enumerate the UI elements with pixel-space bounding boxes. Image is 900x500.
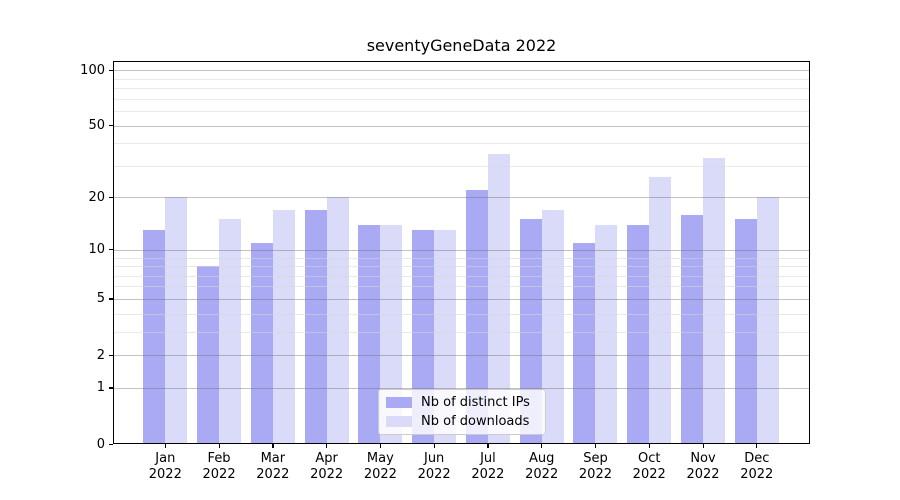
y-axis-tick (109, 196, 113, 199)
y-axis-tick (109, 354, 113, 356)
legend-label-downloads: Nb of downloads (421, 414, 530, 429)
x-axis-tick (594, 444, 597, 448)
y-axis-tick-label: 20 (88, 189, 105, 205)
bar-downloads-jul (487, 153, 510, 444)
x-axis-tick-label: Feb 2022 (202, 451, 236, 482)
x-axis-tick-label: May 2022 (363, 451, 397, 482)
x-axis-tick-label: Aug 2022 (525, 451, 559, 482)
y-axis-tick (109, 443, 113, 445)
legend: Nb of distinct IPs Nb of downloads (378, 389, 546, 435)
bar-downloads-nov (703, 158, 725, 444)
x-axis-tick (379, 444, 382, 448)
x-axis-tick (487, 444, 489, 448)
x-axis-tick (702, 444, 704, 448)
x-axis-tick (218, 444, 220, 448)
bar-ips-feb (197, 266, 220, 444)
x-axis-tick-label: Jun 2022 (417, 451, 451, 482)
x-axis-tick-label: Nov 2022 (686, 451, 720, 482)
gridline-major (113, 197, 810, 199)
chart-title: seventyGeneData 2022 (366, 36, 557, 55)
x-axis-tick-label: Sep 2022 (578, 451, 612, 482)
x-axis-tick-label: Mar 2022 (256, 451, 290, 482)
bar-downloads-sep (595, 224, 618, 444)
bar-ips-apr (304, 209, 327, 444)
gridline-major (113, 125, 810, 127)
gridline-major (113, 70, 810, 72)
bar-ips-mar (250, 242, 273, 444)
x-axis-tick (541, 444, 543, 448)
bar-downloads-jan (165, 197, 188, 444)
y-axis-tick-label: 1 (96, 380, 105, 396)
gridline-minor (113, 143, 810, 145)
x-axis-tick (756, 444, 758, 448)
y-axis-tick-label: 100 (80, 62, 105, 78)
legend-label-distinct-ips: Nb of distinct IPs (421, 395, 530, 410)
bar-downloads-apr (326, 197, 349, 444)
y-axis-tick (109, 249, 113, 251)
y-axis-tick-label: 5 (96, 291, 105, 307)
gridline-major (113, 249, 810, 251)
gridline-minor (113, 78, 810, 80)
gridline-minor (113, 275, 810, 277)
gridline-minor (113, 266, 810, 267)
bar-ips-sep (573, 242, 596, 444)
y-axis-tick-label: 50 (88, 118, 105, 134)
bar-ips-jan (143, 230, 166, 444)
x-axis-tick-label: Jan 2022 (148, 451, 182, 482)
bar-downloads-mar (272, 209, 295, 444)
x-axis-tick-label: Dec 2022 (740, 451, 774, 482)
x-axis-tick (164, 444, 166, 448)
y-axis-tick (109, 125, 113, 127)
y-axis-tick (109, 69, 113, 71)
x-axis-tick (433, 444, 435, 448)
x-axis-tick (326, 444, 328, 448)
bar-downloads-dec (756, 197, 779, 444)
y-axis-tick (109, 298, 113, 300)
gridline-minor (113, 111, 810, 112)
gridline-minor (113, 257, 810, 259)
bar-ips-may (358, 224, 381, 444)
gridline-major (113, 298, 810, 300)
bar-ips-nov (681, 214, 703, 444)
gridline-minor (113, 331, 810, 333)
x-axis-tick-label: Oct 2022 (632, 451, 666, 482)
legend-item-distinct-ips: Nb of distinct IPs (386, 395, 538, 410)
y-axis-tick-label: 0 (96, 436, 105, 452)
legend-item-downloads: Nb of downloads (386, 414, 538, 429)
x-axis-tick (648, 444, 650, 448)
gridline-minor (113, 313, 810, 315)
y-axis-tick-label: 10 (88, 242, 105, 258)
gridline-major (113, 387, 810, 389)
y-axis-tick (109, 387, 113, 389)
legend-swatch-distinct-ips (386, 397, 412, 408)
bar-downloads-oct (649, 177, 672, 444)
gridline-minor (113, 286, 810, 288)
y-axis-tick-label: 2 (96, 347, 105, 363)
x-axis-tick-label: Apr 2022 (310, 451, 344, 482)
gridline-minor (113, 165, 810, 167)
gridline-major (113, 355, 810, 356)
bar-ips-jul (465, 190, 488, 444)
legend-swatch-downloads (386, 416, 412, 427)
gridline-minor (113, 88, 810, 90)
x-axis-tick-label: Jul 2022 (471, 451, 505, 482)
x-axis-tick (272, 444, 274, 448)
bar-ips-oct (627, 224, 650, 444)
bar-downloads-aug (541, 209, 564, 444)
gridline-minor (113, 98, 810, 100)
